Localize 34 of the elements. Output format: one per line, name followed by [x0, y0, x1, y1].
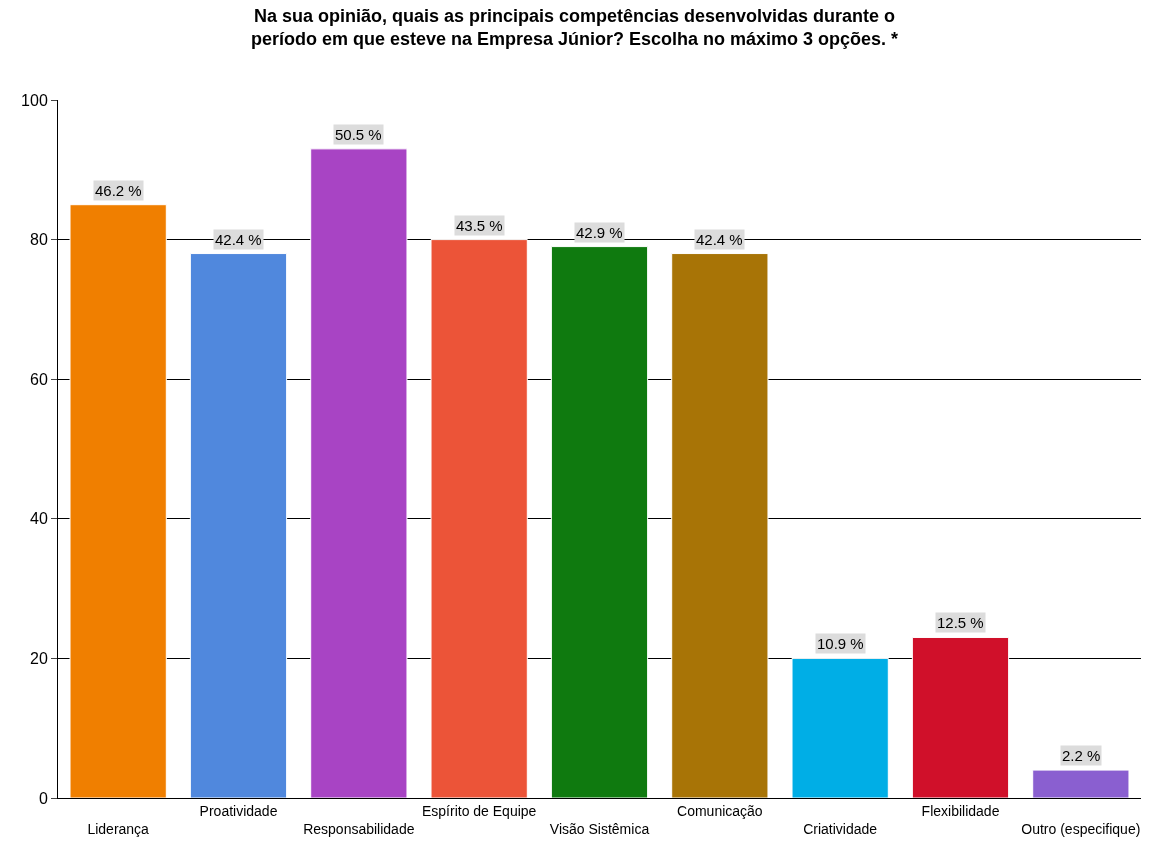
y-tick-label: 60 [30, 370, 48, 388]
annotation: 42.4 % [215, 231, 262, 248]
y-tick-label: 80 [30, 231, 48, 249]
x-tick-label: Outro (especifique) [1021, 821, 1141, 837]
x-tick-label: Flexibilidade [921, 802, 1000, 819]
x-tick-label: Responsabilidade [303, 821, 415, 837]
bar [671, 253, 769, 798]
bar [189, 253, 288, 798]
bar [69, 204, 167, 798]
bar [911, 636, 1010, 798]
x-tick-label: Visão Sistêmica [549, 821, 650, 837]
bar [430, 239, 528, 798]
x-tick-label: Liderança [87, 821, 150, 837]
bar [791, 657, 889, 798]
y-tick-label: 40 [30, 510, 48, 528]
x-tick-label: Proatividade [199, 802, 278, 819]
y-tick-label: 0 [38, 789, 48, 807]
bar [1032, 769, 1130, 798]
annotation: 46.2 % [95, 182, 142, 199]
annotation: 43.5 % [456, 217, 503, 234]
annotation: 12.5 % [937, 614, 984, 631]
annotation: 42.9 % [576, 224, 623, 241]
annotation: 50.5 % [335, 126, 382, 143]
annotation: 10.9 % [817, 635, 864, 652]
bar [550, 246, 649, 798]
y-tick-label: 20 [30, 650, 48, 667]
x-tick-label: Criatividade [803, 821, 878, 837]
bar [310, 148, 408, 798]
chart-title: Na sua opinião, quais as principais competências desenvolvidas durante o período em que esteve na Empresa Júnior? Escolha no máximo 3 opções. * [250, 5, 899, 50]
x-tick-label: Espírito de Equipe [421, 802, 537, 819]
annotation: 2.2 % [1062, 747, 1101, 764]
annotation: 42.4 % [696, 231, 743, 248]
x-tick-label: Comunicação [677, 802, 763, 819]
y-tick-label: 100 [21, 91, 48, 109]
